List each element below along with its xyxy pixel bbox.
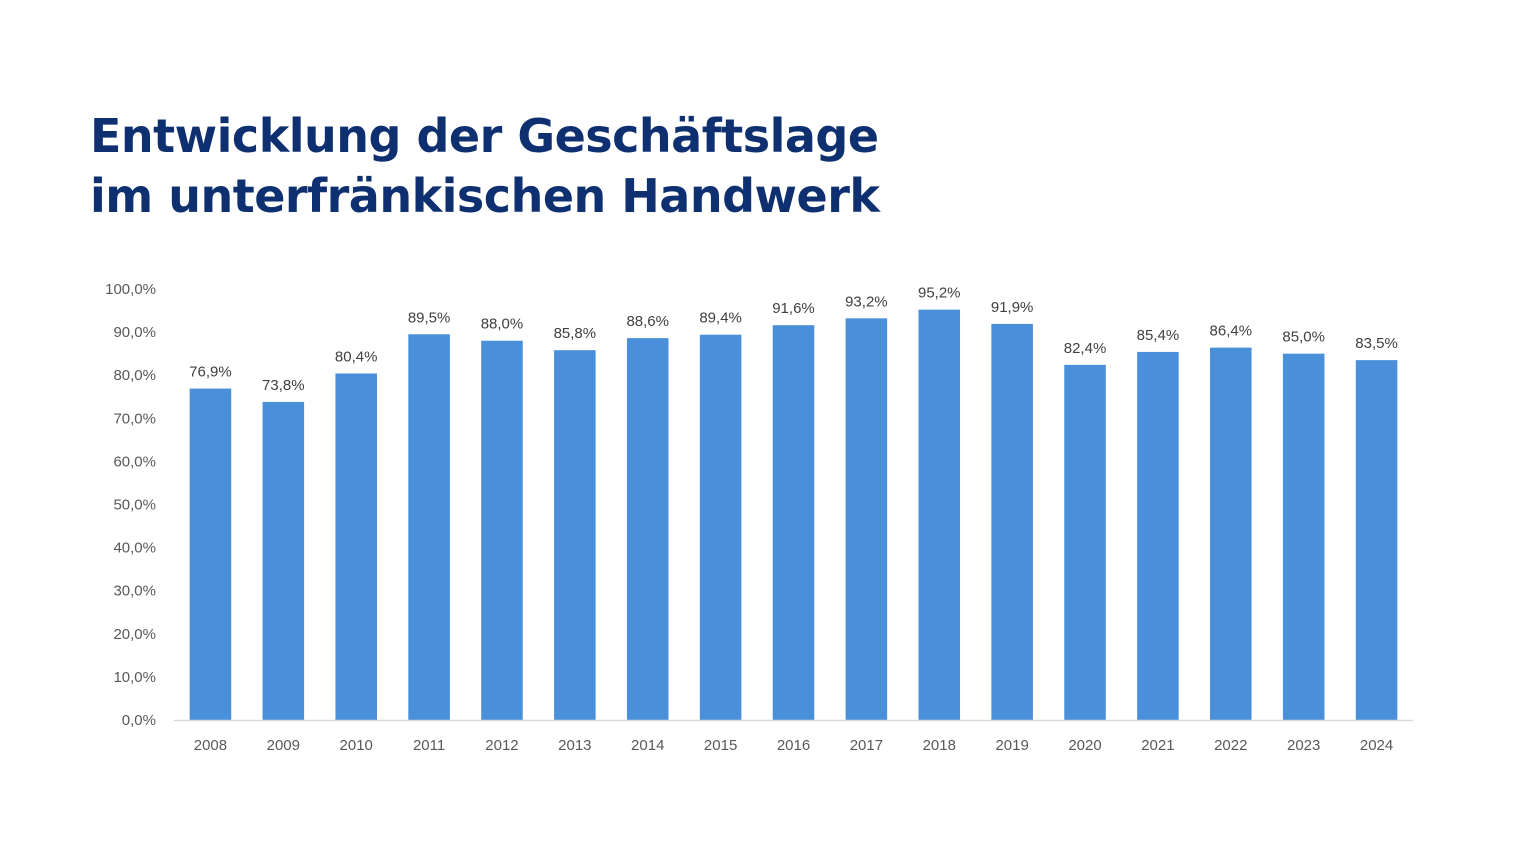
x-tick-label: 2008 [194,737,227,754]
y-tick-label: 10,0% [113,669,156,686]
bar-2022 [1210,347,1252,720]
data-label-2009: 73,8% [262,377,305,394]
data-label-2012: 88,0% [481,316,524,333]
x-tick-label: 2009 [267,737,300,754]
chart-title-line-1: Entwicklung der Geschäftslage [90,109,879,163]
data-labels: 76,9% 73,8% 80,4% 89,5% 88,0% 85,8% 88,6% 89,4%… [189,285,1398,394]
y-tick-label: 20,0% [113,626,156,643]
x-axis: 2008 2009 2010 2011 2012 2013 2014 2015 2016 2017… [174,719,1413,754]
data-label-2016: 91,6% [772,300,815,317]
bar-2008 [189,388,232,720]
bar-2023 [1282,353,1325,720]
data-label-2018: 95,2% [918,285,961,302]
x-tick-label: 2015 [704,737,737,754]
x-tick-label: 2018 [923,737,956,754]
y-axis: 0,0% 10,0% 20,0% 30,0% 40,0% 50,0% 60,0% 70,0% 8… [105,281,156,729]
bar-2020 [1064,364,1106,720]
data-label-2023: 85,0% [1282,329,1325,346]
data-label-2014: 88,6% [626,313,669,330]
x-tick-label: 2011 [413,737,445,754]
bar-2017 [845,318,888,720]
y-tick-label: 60,0% [113,453,156,470]
data-label-2019: 91,9% [991,299,1034,316]
bar-2018 [918,309,961,720]
bar-2021 [1137,351,1179,720]
y-tick-label: 30,0% [113,583,156,600]
y-tick-label: 80,0% [113,367,156,384]
y-tick-label: 100,0% [105,281,156,298]
data-label-2024: 83,5% [1355,335,1398,352]
x-tick-label: 2010 [340,737,373,754]
bar-series [189,309,1398,720]
bar-2012 [481,340,523,720]
x-tick-label: 2023 [1287,737,1320,754]
x-tick-label: 2021 [1141,737,1174,754]
y-tick-label: 40,0% [113,540,156,557]
y-tick-label: 90,0% [113,324,156,341]
bar-2009 [262,401,305,720]
data-label-2020: 82,4% [1064,340,1107,357]
bar-2024 [1355,360,1398,720]
bar-2015 [699,334,742,720]
x-tick-label: 2012 [485,737,518,754]
bar-2014 [626,338,669,720]
data-label-2011: 89,5% [408,309,451,326]
data-label-2010: 80,4% [335,348,378,365]
y-tick-label: 50,0% [113,497,156,514]
bar-2010 [335,373,377,720]
y-tick-label: 0,0% [122,712,156,729]
data-label-2021: 85,4% [1137,327,1180,344]
chart-title-line-2: im unterfränkischen Handwerk [90,169,880,223]
data-label-2017: 93,2% [845,293,888,310]
data-label-2022: 86,4% [1210,323,1253,340]
x-tick-label: 2017 [850,737,883,754]
bar-2013 [554,350,596,720]
x-tick-label: 2024 [1360,737,1393,754]
data-label-2015: 89,4% [699,310,742,327]
data-label-2008: 76,9% [189,364,232,381]
x-tick-label: 2014 [631,737,664,754]
x-tick-label: 2020 [1068,737,1101,754]
x-tick-label: 2019 [995,737,1028,754]
x-tick-label: 2013 [558,737,591,754]
bar-2016 [772,325,815,720]
bar-2011 [408,334,450,720]
bar-2019 [991,323,1033,720]
x-tick-label: 2022 [1214,737,1247,754]
data-label-2013: 85,8% [554,325,597,342]
y-tick-label: 70,0% [113,410,156,427]
chart-title: Entwicklung der Geschäftslage im unterfr… [90,106,880,226]
x-tick-label: 2016 [777,737,810,754]
